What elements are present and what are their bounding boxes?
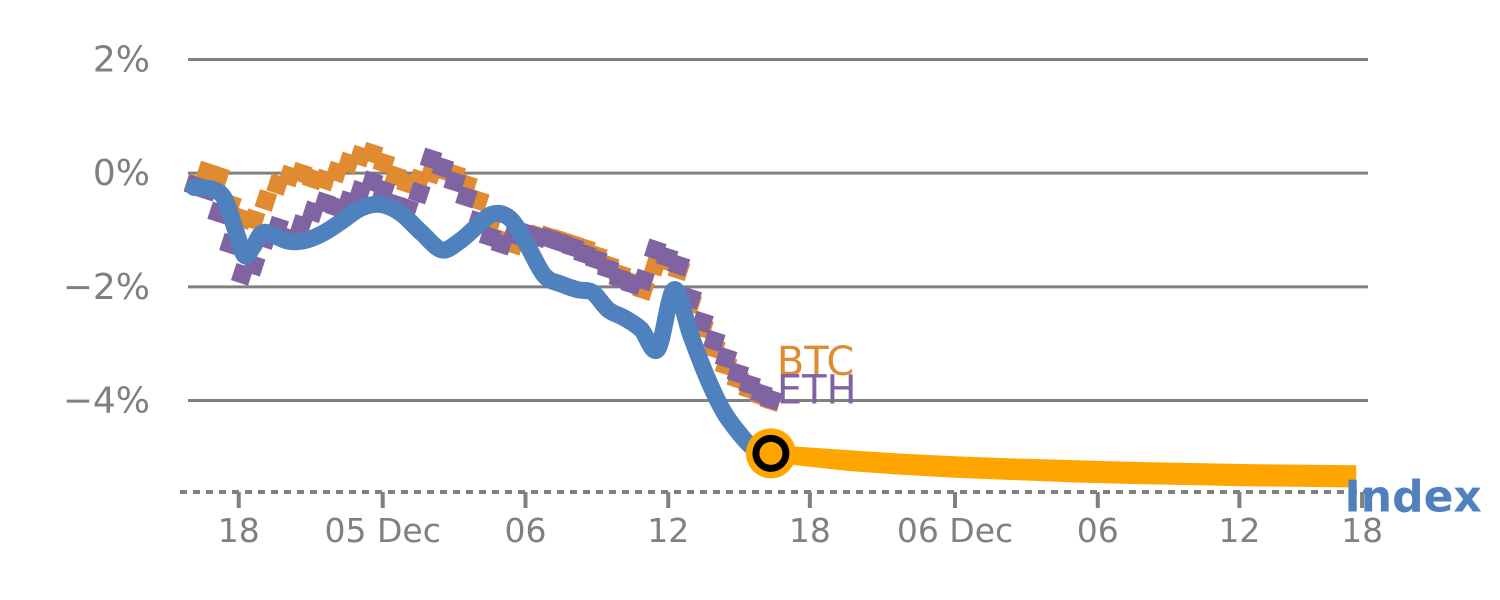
- data-marker: [667, 253, 691, 277]
- y-axis-tick-label: −4%: [63, 381, 150, 422]
- data-marker: [632, 268, 655, 292]
- x-axis-tick-label: 12: [647, 511, 689, 550]
- x-axis-tick-label: 12: [1218, 511, 1260, 550]
- forecast-band: [770, 444, 1357, 488]
- x-axis-tick-label: 06: [504, 511, 546, 550]
- series-index-line: [185, 178, 780, 462]
- data-marker: [407, 181, 431, 205]
- data-marker: [455, 185, 478, 209]
- data-marker: [702, 329, 726, 353]
- x-axis-tick-label: 18: [218, 511, 260, 550]
- y-axis-tick-label: 0%: [93, 153, 150, 194]
- series-btc: [183, 141, 783, 412]
- btc-label: BTC: [777, 339, 854, 385]
- x-axis-ticks: 18 05 Dec 06 12 18 06 Dec 06 12 18: [218, 492, 1383, 550]
- x-axis-tick-label: 06: [1077, 511, 1119, 550]
- last-point-marker[interactable]: [752, 434, 790, 472]
- data-marker: [759, 388, 783, 411]
- index-label: Index: [1344, 471, 1481, 522]
- x-axis-tick-label: 06 Dec: [897, 511, 1013, 550]
- x-axis-tick-label: 18: [789, 511, 831, 550]
- eth-label: ETH: [777, 367, 857, 413]
- y-axis-tick-label: −2%: [63, 267, 150, 308]
- y-axis-tick-label: 2%: [93, 40, 150, 81]
- x-axis-tick-label: 05 Dec: [325, 511, 441, 550]
- forecast-band-head: [770, 444, 896, 475]
- y-axis-ticks: 2% 0% −2% −4%: [63, 40, 150, 422]
- x-axis-tick-label: 18: [1341, 511, 1383, 550]
- data-marker: [254, 189, 278, 212]
